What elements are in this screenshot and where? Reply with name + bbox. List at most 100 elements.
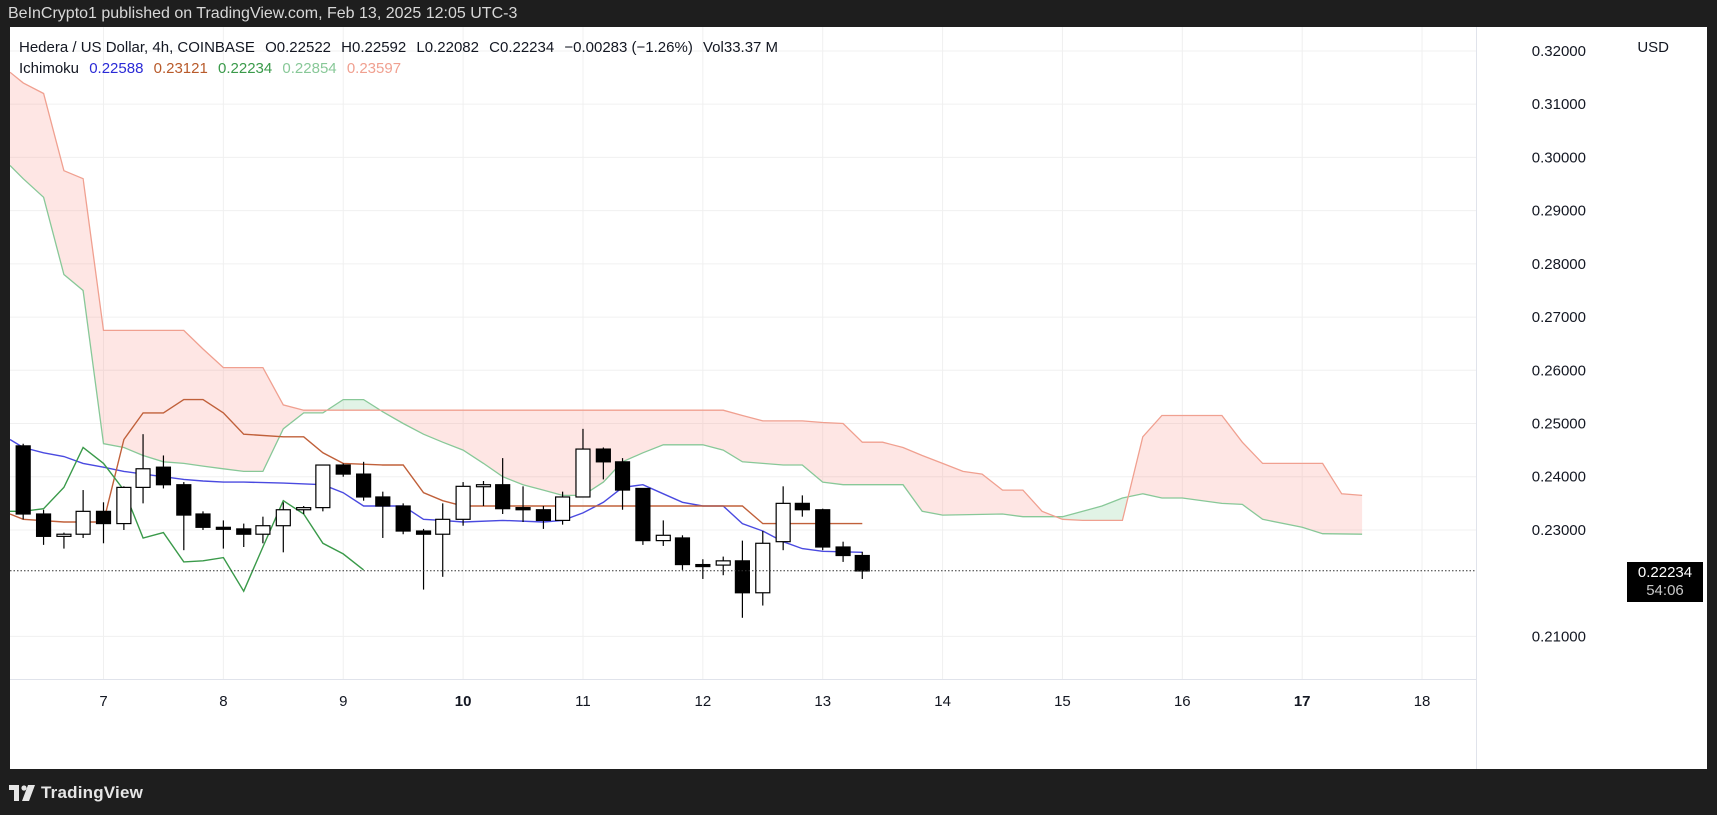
candle-body (554, 496, 571, 521)
x-tick-label: 17 (1294, 693, 1311, 710)
candle-body (495, 484, 511, 510)
ichimoku-value-tenkan: 0.22588 (89, 60, 144, 77)
candle-body (375, 496, 391, 507)
candle-bullish (135, 434, 151, 504)
candle-bullish (75, 490, 91, 538)
y-tick-label: 0.21000 (1532, 628, 1586, 645)
candle-bullish (116, 486, 132, 530)
candle-bearish (236, 523, 252, 548)
y-tick-label: 0.30000 (1532, 149, 1586, 166)
x-tick-label: 11 (575, 693, 591, 710)
candle-body (95, 510, 112, 525)
tradingview-logo[interactable]: TradingView (9, 783, 143, 803)
price-chart[interactable]: 0.21000 0.23000 0.24000 0.25000 0.26000 0.270… (10, 27, 1707, 769)
candle-bearish (375, 491, 391, 538)
y-tick-label: 0.31000 (1532, 96, 1586, 113)
candle-body (15, 445, 31, 515)
candle-bearish (734, 540, 751, 618)
candle-bearish (794, 495, 810, 517)
candle-body (335, 464, 351, 475)
candle-body (135, 468, 151, 488)
candle-bearish (395, 503, 411, 535)
x-tick-label: 8 (219, 693, 227, 710)
candle-bearish (635, 487, 651, 545)
candle-body (35, 513, 52, 537)
y-tick-label: 0.24000 (1532, 469, 1586, 486)
x-tick-label: 18 (1414, 693, 1431, 710)
candle-body (854, 554, 870, 572)
candle-body (116, 486, 132, 525)
ichimoku-value-chikou: 0.22234 (218, 60, 273, 77)
candle-bearish (595, 447, 611, 480)
close-value: C0.22234 (489, 39, 555, 56)
currency-selector[interactable]: USD (1637, 39, 1669, 56)
publisher-bar: BeInCrypto1 published on TradingView.com… (0, 0, 1717, 27)
chikou-line (10, 446, 365, 593)
candle-body (674, 537, 691, 566)
candle-body (535, 509, 552, 521)
candle-bullish (475, 481, 492, 507)
candle-body (236, 528, 252, 535)
x-tick-label: 14 (934, 693, 951, 710)
candle-body (415, 530, 432, 535)
candle-bearish (674, 535, 691, 570)
candle-body (356, 473, 372, 498)
candle-body (75, 510, 91, 535)
ichimoku-value-kijun: 0.23121 (153, 60, 208, 77)
candle-bullish (655, 520, 671, 546)
x-tick-label: 9 (339, 693, 347, 710)
candle-bearish (155, 455, 172, 489)
candle-bearish (176, 482, 192, 551)
candle-bearish (815, 508, 831, 551)
candlesticks (15, 428, 870, 618)
candle-body (575, 448, 591, 498)
candle-body (475, 484, 492, 488)
candle-bearish (335, 463, 351, 477)
change-value: −0.00283 (−1.26%) (564, 39, 693, 56)
candle-body (435, 518, 451, 535)
ichimoku-value-span-a: 0.22854 (282, 60, 337, 77)
candle-bearish (415, 528, 432, 590)
candle-body (215, 526, 231, 530)
candle-bullish (455, 482, 471, 526)
x-tick-label: 16 (1174, 693, 1191, 710)
low-value: L0.22082 (416, 39, 479, 56)
candle-bullish (315, 464, 331, 512)
y-tick-label: 0.28000 (1532, 256, 1586, 273)
candle-bullish (575, 428, 591, 498)
candle-bearish (495, 458, 511, 515)
senkou-span-a-line (10, 164, 1363, 535)
candle-bearish (614, 458, 631, 510)
candle-bearish (854, 551, 870, 579)
chart-legend: Hedera / US Dollar, 4h, COINBASE O0.2252… (19, 37, 784, 79)
publisher-text: BeInCrypto1 published on TradingView.com… (8, 5, 518, 22)
candle-bearish (515, 486, 531, 522)
y-tick-label: 0.26000 (1532, 362, 1586, 379)
indicator-row: Ichimoku 0.22588 0.23121 0.22234 0.22854… (19, 58, 784, 79)
last-price-label: 0.22234 54:06 (1627, 561, 1703, 602)
candle-bearish (15, 443, 31, 520)
candle-body (155, 466, 172, 486)
candle-bearish (535, 506, 552, 529)
ichimoku-value-span-b: 0.23597 (346, 60, 402, 77)
candle-bullish (715, 556, 731, 576)
x-tick-label: 12 (695, 693, 712, 710)
open-value: O0.22522 (265, 39, 331, 56)
indicator-name[interactable]: Ichimoku (19, 60, 80, 77)
candle-body (655, 534, 671, 542)
symbol-name[interactable]: Hedera / US Dollar, 4h, COINBASE (19, 39, 255, 56)
y-tick-label: 0.27000 (1532, 309, 1586, 326)
cloud-bearish-fill (10, 72, 327, 472)
candle-body (595, 448, 611, 463)
candle-bearish (35, 509, 52, 545)
x-tick-label: 13 (814, 693, 831, 710)
bar-countdown: 54:06 (1646, 581, 1684, 599)
y-tick-label: 0.23000 (1532, 522, 1586, 539)
candle-body (515, 507, 531, 511)
candle-body (395, 505, 411, 532)
tradingview-logo-icon (9, 785, 35, 801)
candle-bearish (695, 559, 711, 579)
chart-panel[interactable]: 0.21000 0.23000 0.24000 0.25000 0.26000 0.270… (10, 27, 1707, 769)
last-price-value: 0.22234 (1637, 563, 1693, 581)
cloud-bearish-fill (1129, 415, 1363, 535)
